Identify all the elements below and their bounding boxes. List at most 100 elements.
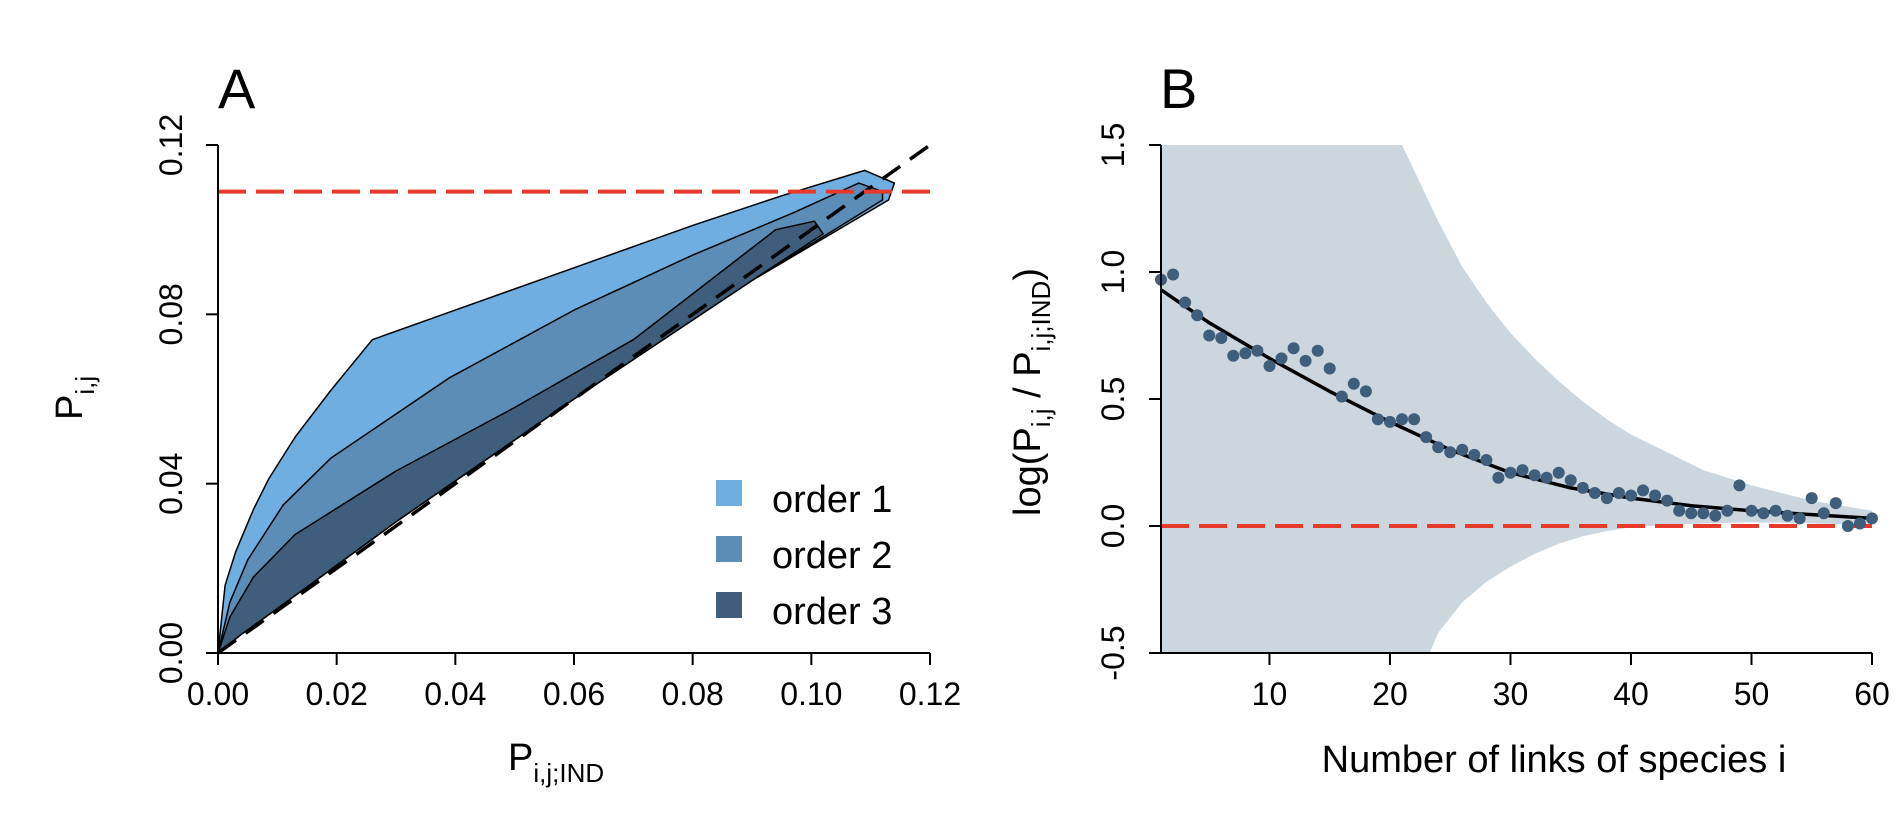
x-tick-label: 40 <box>1613 676 1649 712</box>
x-tick-label: 0.04 <box>424 676 486 712</box>
legend-swatch-order-3 <box>716 592 742 618</box>
data-point <box>1299 354 1312 367</box>
confidence-band <box>1161 145 1872 653</box>
data-point <box>1540 471 1553 484</box>
data-point <box>1456 443 1469 456</box>
data-point <box>1721 504 1734 517</box>
x-tick-label: 0.08 <box>662 676 724 712</box>
data-point <box>1793 512 1806 525</box>
x-tick-label: 0.02 <box>306 676 368 712</box>
panel-a-x-axis-label: Pi,j;IND <box>508 737 604 788</box>
x-tick-label: 60 <box>1854 676 1890 712</box>
data-point <box>1468 448 1481 461</box>
panel-b-y-label-mid: / P <box>1007 351 1049 408</box>
data-point <box>1709 509 1722 522</box>
data-point <box>1287 342 1300 355</box>
data-point <box>1179 296 1192 309</box>
panel-a-x-ticks: 0.00 0.02 0.04 0.06 0.08 0.10 0.12 <box>187 653 961 712</box>
x-tick-label: 20 <box>1372 676 1408 712</box>
data-point <box>1227 349 1240 362</box>
x-tick-label: 0.12 <box>899 676 961 712</box>
data-point <box>1239 347 1252 360</box>
data-point <box>1359 385 1372 398</box>
data-point <box>1829 497 1842 510</box>
legend-label-order-1: order 1 <box>772 479 892 521</box>
panel-b: B 10 20 30 40 50 60 -0.5 0.0 0.5 1.0 1.5 Number o… <box>1007 57 1890 781</box>
data-point <box>1203 329 1216 342</box>
data-point <box>1504 466 1517 479</box>
data-point <box>1251 344 1264 357</box>
data-point <box>1396 413 1408 426</box>
panel-a-x-label-sub: i,j;IND <box>533 758 604 788</box>
y-tick-label: 0.04 <box>153 453 189 515</box>
panel-b-x-axis-label: Number of links of species i <box>1322 739 1787 781</box>
data-point <box>1384 415 1396 428</box>
diagonal-reference-line <box>216 143 932 655</box>
x-tick-label: 10 <box>1252 676 1288 712</box>
y-tick-label: 0.0 <box>1095 504 1131 548</box>
panel-a-legend: order 1 order 2 order 3 <box>716 479 892 633</box>
panel-b-y-label-prefix: log(P <box>1007 427 1049 516</box>
y-tick-label: 0.00 <box>153 622 189 684</box>
data-point <box>1817 507 1830 520</box>
data-point <box>1841 520 1854 532</box>
data-point <box>1444 446 1457 459</box>
data-point <box>1564 474 1577 487</box>
panel-b-y-label-sub2: i,j;IND <box>1026 281 1056 352</box>
data-point <box>1576 481 1589 494</box>
data-point <box>1167 268 1180 281</box>
panel-b-plot-area <box>1155 145 1878 653</box>
data-point <box>1347 377 1360 390</box>
data-point <box>1528 469 1541 482</box>
data-point <box>1215 332 1228 344</box>
x-tick-label: 0.00 <box>187 676 249 712</box>
panel-b-y-ticks: -0.5 0.0 0.5 1.0 1.5 <box>1095 123 1161 681</box>
data-point <box>1323 362 1336 375</box>
panel-b-letter: B <box>1160 57 1197 120</box>
data-point <box>1661 494 1674 507</box>
data-point <box>1745 504 1758 517</box>
data-point <box>1769 504 1782 517</box>
legend-swatch-order-1 <box>716 480 742 506</box>
data-point <box>1263 360 1276 372</box>
data-point <box>1311 344 1324 357</box>
panel-a-y-label-sub: i,j <box>70 376 100 395</box>
data-point <box>1552 466 1565 479</box>
data-point <box>1432 441 1445 454</box>
panel-b-y-label-suffix: ) <box>1007 268 1049 281</box>
data-point <box>1588 487 1601 499</box>
data-point <box>1673 504 1686 517</box>
legend-swatch-order-2 <box>716 536 742 562</box>
data-point <box>1612 487 1625 499</box>
panel-a-plot-area <box>216 143 932 655</box>
data-point <box>1625 489 1637 502</box>
data-point <box>1408 413 1421 426</box>
data-point <box>1757 507 1770 520</box>
data-point <box>1866 512 1878 525</box>
panel-a-y-ticks: 0.00 0.04 0.08 0.12 <box>153 114 218 684</box>
data-point <box>1649 489 1662 502</box>
data-point <box>1275 352 1288 365</box>
data-point <box>1685 507 1698 520</box>
panel-b-y-label-sub1: i,j <box>1026 408 1056 427</box>
panel-a-y-axis-label: Pi,j <box>49 376 100 420</box>
data-point <box>1335 390 1348 403</box>
data-point <box>1805 492 1818 505</box>
y-tick-label: 0.12 <box>153 114 189 176</box>
panel-a-y-label-main: P <box>49 395 91 420</box>
data-point <box>1516 464 1529 477</box>
y-tick-label: 1.5 <box>1095 123 1131 167</box>
panel-a-letter: A <box>218 57 256 120</box>
y-tick-label: 0.5 <box>1095 377 1131 421</box>
x-tick-label: 30 <box>1493 676 1529 712</box>
panel-b-y-axis-label: log(Pi,j / Pi,j;IND) <box>1007 268 1056 516</box>
y-tick-label: 0.08 <box>153 283 189 345</box>
panel-a: A 0.00 0.02 0.04 0.06 0.08 0.10 0.12 0.000.040… <box>49 57 961 788</box>
x-tick-label: 0.10 <box>780 676 842 712</box>
data-point <box>1853 517 1866 530</box>
data-point <box>1480 454 1493 466</box>
data-point <box>1733 479 1746 492</box>
panel-b-x-ticks: 10 20 30 40 50 60 <box>1252 653 1890 712</box>
legend-label-order-3: order 3 <box>772 591 892 633</box>
